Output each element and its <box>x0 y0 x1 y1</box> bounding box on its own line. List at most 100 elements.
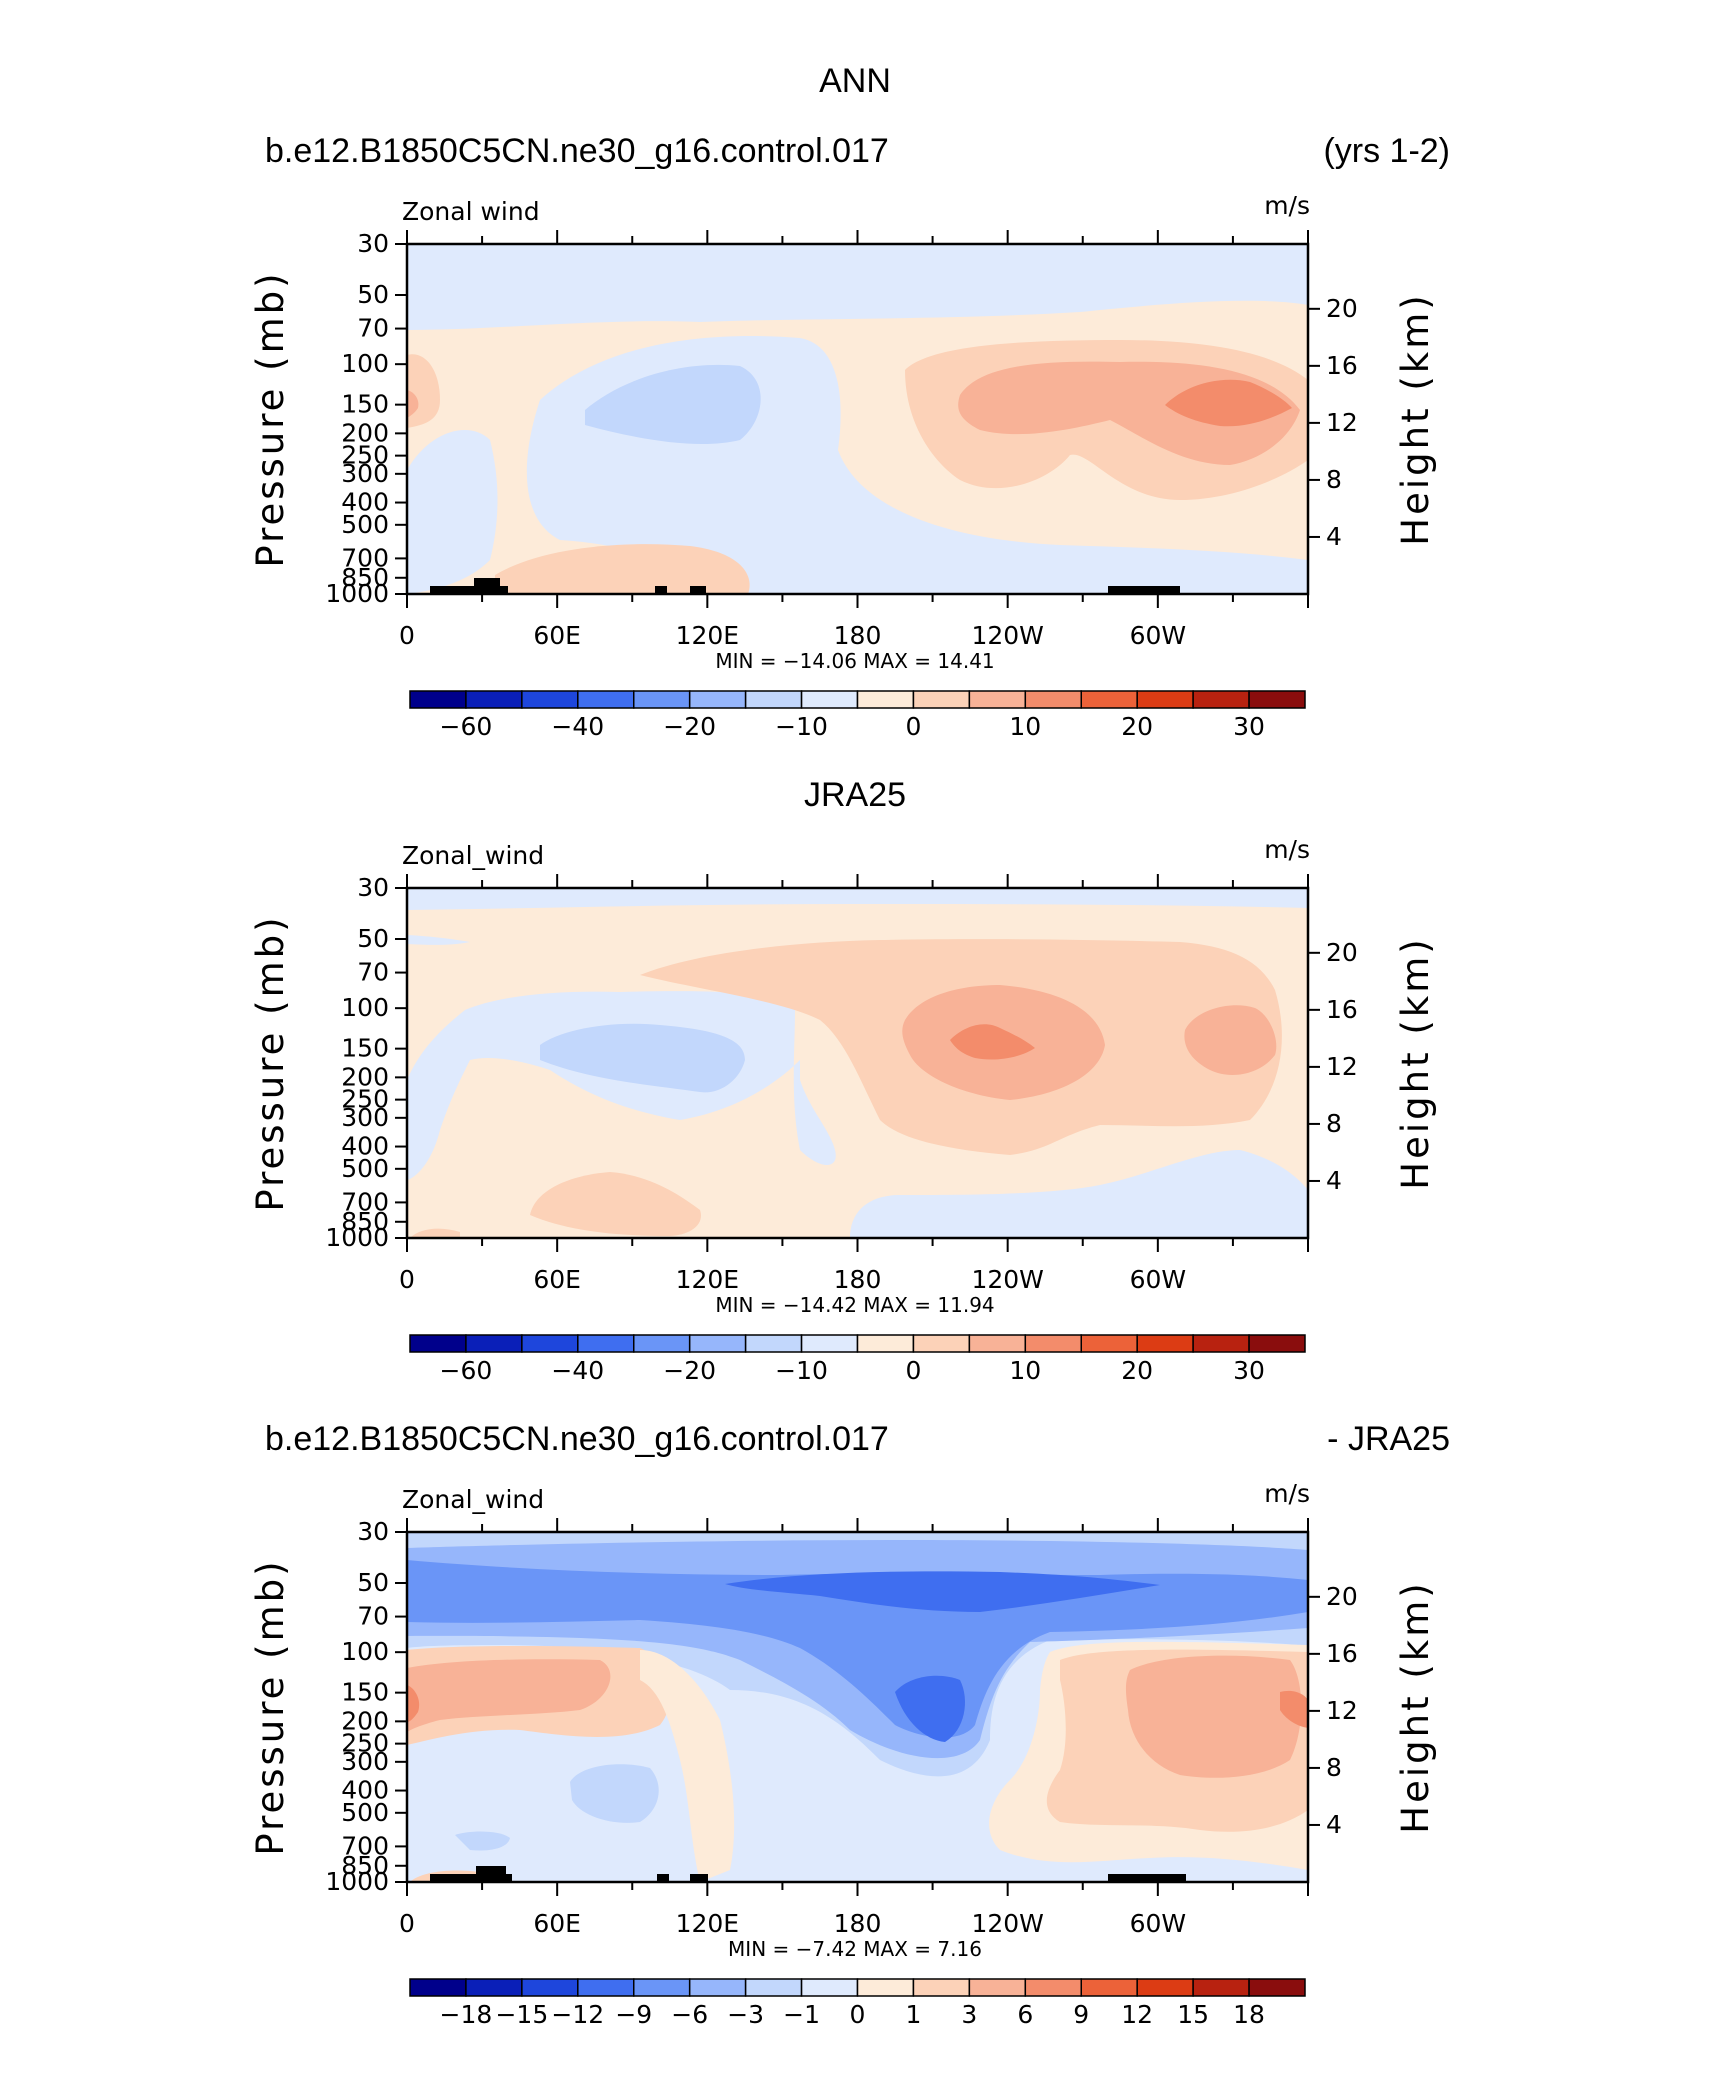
lon-tick-label: 120W <box>971 621 1043 650</box>
colorbar-swatch <box>856 690 915 709</box>
colorbar-swatch <box>800 1978 859 1997</box>
pressure-tick-label: 1000 <box>325 1223 389 1252</box>
panel-2-region-pos-low <box>530 1172 701 1236</box>
page-title: ANN <box>819 62 891 100</box>
height-tick-label: 12 <box>1326 1052 1358 1081</box>
panel-3-contours <box>407 1532 1308 1882</box>
panel-1-region-pos-east-peak <box>1165 379 1292 427</box>
colorbar-label: 10 <box>1009 1356 1041 1385</box>
panel-2-region-pos-peak <box>950 1024 1035 1060</box>
height-tick-label: 16 <box>1326 1639 1358 1668</box>
colorbar-swatch <box>633 1334 691 1353</box>
panel-2-region-neg-topleft <box>407 935 470 945</box>
height-tick-label: 16 <box>1326 351 1358 380</box>
colorbar-swatch <box>1248 690 1306 709</box>
pressure-tick-label: 100 <box>341 1637 389 1666</box>
panel-3-region-neg-blob <box>570 1764 659 1823</box>
panel-model: b.e12.B1850C5CN.ne30_g16.control.017 (yr… <box>249 132 1450 741</box>
colorbar-swatch <box>968 1334 1027 1353</box>
pressure-tick-label: 50 <box>357 924 389 953</box>
pressure-tick-label: 300 <box>341 1103 389 1132</box>
pressure-tick-label: 400 <box>341 1776 389 1805</box>
colorbar-label: −3 <box>727 2000 764 2029</box>
colorbar-swatch <box>856 1334 915 1353</box>
colorbar-label: 18 <box>1233 2000 1265 2029</box>
pressure-tick-label: 200 <box>341 1062 389 1091</box>
colorbar-swatch <box>744 1334 803 1353</box>
pressure-tick-label: 70 <box>357 958 389 987</box>
lon-tick-label: 60E <box>533 1909 581 1938</box>
colorbar-swatch <box>1136 1978 1194 1997</box>
colorbar-swatch <box>912 1978 971 1997</box>
panel-3-region-neg-strong <box>407 1560 1308 1738</box>
colorbar-label: 1 <box>905 2000 921 2029</box>
height-tick-label: 20 <box>1326 1582 1358 1611</box>
colorbar-label: 30 <box>1233 712 1265 741</box>
lon-tick-label: 60W <box>1130 1265 1187 1294</box>
colorbar-label: −15 <box>495 2000 548 2029</box>
panel-2-variable: Zonal_wind <box>402 841 544 870</box>
panel-3-colorbar: −18 −15 −12 −9 −6 −3 −1 0 1 3 6 9 12 15 18 <box>409 1978 1306 2029</box>
panel-1-region-neg-east-low <box>1240 568 1308 594</box>
height-tick-label: 4 <box>1326 1810 1342 1839</box>
panel-1-colorbar: −60 −40 −20 −10 0 10 20 30 <box>409 690 1306 741</box>
panel-2-region-neg-core <box>540 1023 745 1093</box>
colorbar-label: −10 <box>775 712 828 741</box>
colorbar-swatch <box>521 1334 579 1353</box>
panel-2-minmax: MIN = −14.42 MAX = 11.94 <box>715 1293 994 1317</box>
height-tick-label: 8 <box>1326 1753 1342 1782</box>
panel-1-topography <box>430 578 1180 594</box>
colorbar-swatch <box>1248 1334 1306 1353</box>
pressure-tick-label: 200 <box>341 1706 389 1735</box>
panel-3-topography <box>430 1866 1186 1882</box>
panel-2-region-neg-top <box>407 888 1308 910</box>
height-tick-label: 12 <box>1326 1696 1358 1725</box>
colorbar-swatch <box>1080 690 1138 709</box>
panel-2-contours <box>407 888 1308 1238</box>
colorbar-swatch <box>800 1334 859 1353</box>
panel-obs: JRA25 Zonal_wind m/s 3050701001502002503… <box>249 776 1437 1385</box>
panel-diff: b.e12.B1850C5CN.ne30_g16.control.017 - J… <box>249 1420 1450 2029</box>
colorbar-label: −10 <box>775 1356 828 1385</box>
pressure-axis-title: Pressure (mb) <box>249 914 292 1211</box>
colorbar-label: −60 <box>440 1356 493 1385</box>
panel-2-colorbar: −60 −40 −20 −10 0 10 20 30 <box>409 1334 1306 1385</box>
pressure-tick-label: 200 <box>341 418 389 447</box>
lon-tick-label: 0 <box>399 1265 415 1294</box>
panel-3-title-right: - JRA25 <box>1327 1420 1450 1458</box>
panel-1-contours <box>407 244 1308 594</box>
panel-1-region-pos-west-core <box>407 390 419 418</box>
colorbar-swatch <box>1136 690 1194 709</box>
colorbar-swatch <box>633 690 691 709</box>
colorbar-swatch <box>465 1334 523 1353</box>
pressure-tick-label: 500 <box>341 510 389 539</box>
pressure-tick-label: 300 <box>341 1747 389 1776</box>
pressure-tick-label: 850 <box>341 563 389 592</box>
colorbar-label: 0 <box>850 2000 866 2029</box>
colorbar-label: 10 <box>1009 712 1041 741</box>
height-tick-label: 20 <box>1326 938 1358 967</box>
panel-2-title: JRA25 <box>804 776 906 814</box>
panel-3-region-neg-core <box>725 1571 1160 1612</box>
panel-3-region-pos-west-core <box>407 1659 611 1732</box>
colorbar-swatch <box>577 1334 635 1353</box>
pressure-tick-label: 70 <box>357 314 389 343</box>
colorbar-label: 0 <box>905 712 921 741</box>
lon-tick-label: 120E <box>676 1909 740 1938</box>
pressure-tick-label: 70 <box>357 1602 389 1631</box>
pressure-tick-label: 400 <box>341 1132 389 1161</box>
pressure-tick-label: 700 <box>341 543 389 572</box>
colorbar-swatch <box>968 690 1027 709</box>
colorbar-label: 30 <box>1233 1356 1265 1385</box>
colorbar-swatch <box>521 1978 579 1997</box>
lon-tick-label: 0 <box>399 621 415 650</box>
height-tick-label: 4 <box>1326 522 1342 551</box>
pressure-tick-label: 500 <box>341 1798 389 1827</box>
pressure-tick-label: 150 <box>341 1034 389 1063</box>
colorbar-swatch <box>1192 1978 1250 1997</box>
height-tick-label: 4 <box>1326 1166 1342 1195</box>
colorbar-label: −60 <box>440 712 493 741</box>
pressure-tick-label: 850 <box>341 1207 389 1236</box>
pressure-tick-label: 150 <box>341 1678 389 1707</box>
